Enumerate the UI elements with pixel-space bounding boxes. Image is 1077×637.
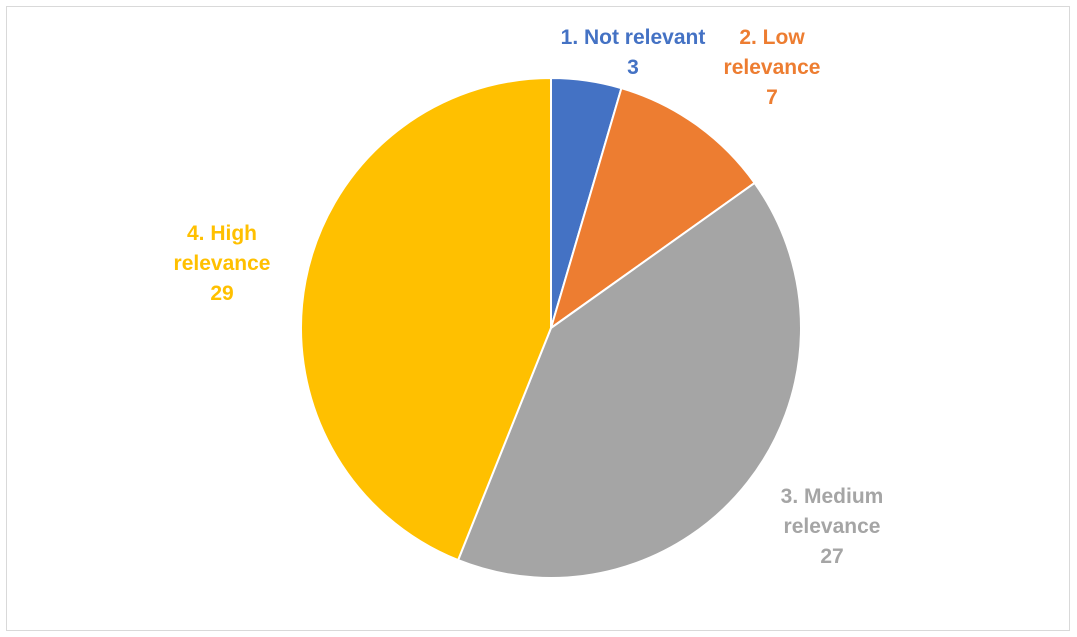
data-label-category: 2. Low	[739, 26, 805, 49]
data-label-value: 29	[210, 282, 233, 305]
pie-slice-3	[457, 181, 802, 579]
data-label-category: relevance	[724, 56, 821, 79]
pie-slice-2	[550, 87, 756, 329]
data-label-3: 3. Medium relevance 27	[781, 485, 884, 568]
data-label-2: 2. Low relevance 7	[724, 26, 821, 109]
data-label-value: 3	[627, 56, 639, 79]
data-label-value: 7	[766, 86, 778, 109]
data-label-category: relevance	[784, 515, 881, 538]
data-label-value: 27	[820, 545, 843, 568]
pie-slice-4	[300, 77, 552, 562]
data-label-1: 1. Not relevant 3	[561, 26, 706, 79]
data-label-category: 1. Not relevant	[561, 26, 706, 49]
data-label-category: relevance	[174, 252, 271, 275]
data-label-category: 3. Medium	[781, 485, 884, 508]
data-label-4: 4. High relevance 29	[174, 222, 271, 305]
data-label-category: 4. High	[187, 222, 257, 245]
